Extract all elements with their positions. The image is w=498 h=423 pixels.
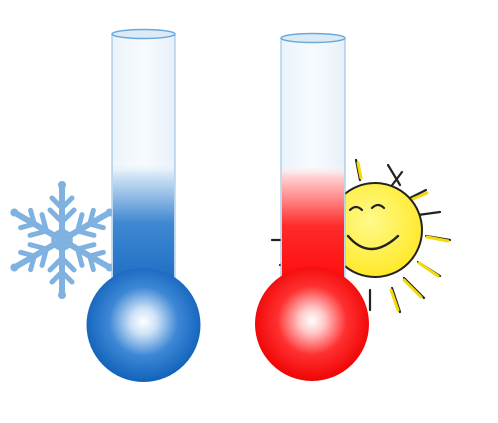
- hot-tube-top: [280, 32, 346, 44]
- cold-thermometer: [86, 28, 201, 382]
- hot-bulb: [255, 267, 369, 381]
- sun-eye-left: [348, 205, 364, 212]
- sun-eye-right: [370, 203, 386, 210]
- snowflake-icon: [5, 181, 119, 299]
- hot-thermometer: [255, 32, 369, 381]
- cold-tube-top: [111, 28, 176, 40]
- cold-bulb: [86, 268, 201, 382]
- sun-smile: [346, 234, 400, 251]
